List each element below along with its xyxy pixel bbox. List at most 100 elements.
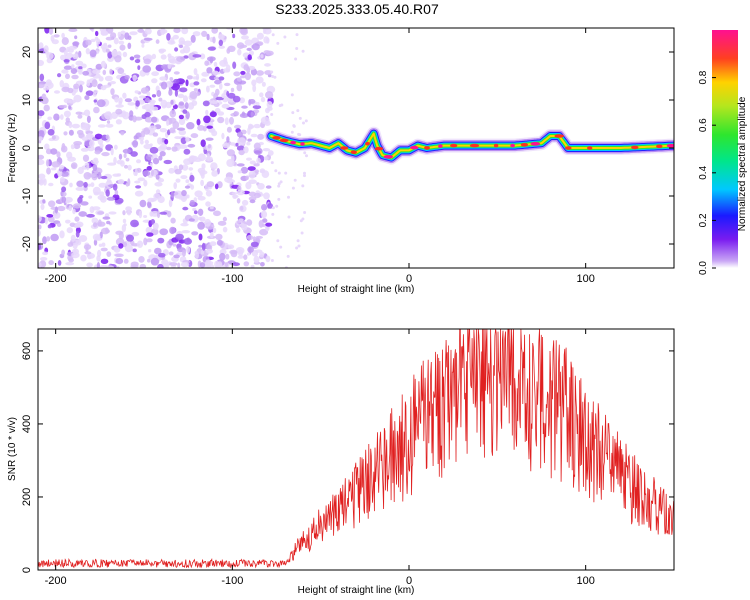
noise-speckle bbox=[43, 104, 50, 112]
noise-speckle bbox=[157, 137, 163, 145]
noise-speckle bbox=[241, 199, 249, 206]
noise-speckle bbox=[87, 183, 92, 187]
noise-speckle bbox=[147, 197, 155, 203]
noise-speckle bbox=[77, 114, 83, 119]
noise-speckle bbox=[178, 117, 186, 126]
noise-speckle bbox=[113, 246, 121, 253]
noise-speckle bbox=[226, 136, 230, 143]
noise-speckle bbox=[142, 65, 152, 73]
snr-panel: -200 -100 0 100 0 200 400 600 Height of straig… bbox=[7, 328, 675, 596]
noise-speckle bbox=[109, 81, 116, 85]
spectrogram-y-label: Frequency (Hz) bbox=[7, 114, 18, 183]
noise-speckle bbox=[180, 194, 188, 202]
noise-speckle bbox=[59, 165, 65, 170]
noise-speckle bbox=[72, 41, 80, 46]
noise-speckle bbox=[187, 143, 196, 148]
noise-speckle bbox=[164, 138, 169, 145]
noise-speckle bbox=[127, 42, 132, 49]
noise-speckle bbox=[105, 48, 110, 53]
noise-speckle bbox=[92, 222, 98, 228]
noise-speckle bbox=[226, 149, 235, 157]
noise-speckle bbox=[304, 119, 308, 123]
noise-speckle bbox=[117, 179, 125, 185]
noise-speckle bbox=[297, 244, 301, 248]
noise-speckle bbox=[248, 179, 257, 184]
noise-speckle bbox=[221, 93, 226, 99]
noise-speckle bbox=[159, 151, 166, 157]
noise-speckle bbox=[155, 174, 160, 180]
noise-speckle bbox=[200, 179, 205, 187]
noise-speckle bbox=[296, 239, 300, 243]
noise-speckle bbox=[151, 156, 154, 161]
noise-speckle bbox=[147, 200, 152, 208]
noise-speckle bbox=[250, 264, 255, 268]
noise-speckle bbox=[249, 160, 256, 165]
noise-speckle bbox=[109, 68, 113, 75]
noise-speckle bbox=[82, 70, 90, 76]
noise-speckle bbox=[38, 215, 42, 223]
noise-speckle bbox=[197, 196, 206, 201]
noise-speckle bbox=[236, 83, 243, 92]
noise-speckle bbox=[88, 195, 93, 199]
noise-speckle bbox=[206, 67, 213, 74]
noise-speckle bbox=[298, 116, 302, 120]
noise-speckle bbox=[142, 170, 151, 177]
snr-y-ticks: 0 200 400 600 bbox=[21, 342, 674, 573]
noise-speckle bbox=[214, 260, 220, 268]
noise-speckle bbox=[106, 251, 112, 257]
noise-speckle bbox=[232, 95, 241, 103]
noise-speckle bbox=[275, 204, 279, 208]
noise-speckle bbox=[130, 219, 139, 228]
noise-speckle bbox=[186, 122, 195, 130]
noise-speckle bbox=[123, 258, 129, 264]
noise-speckle bbox=[236, 145, 245, 151]
noise-speckle bbox=[148, 249, 152, 253]
colorbar-tick-label: 0.8 bbox=[698, 70, 709, 84]
noise-speckle bbox=[214, 183, 219, 190]
noise-speckle bbox=[138, 210, 143, 219]
noise-speckle bbox=[232, 61, 237, 69]
noise-speckle bbox=[232, 262, 240, 267]
noise-speckle bbox=[149, 143, 153, 147]
noise-speckle bbox=[102, 69, 107, 76]
noise-speckle bbox=[211, 99, 218, 105]
ridge-hotspot bbox=[587, 146, 593, 150]
noise-speckle bbox=[260, 96, 266, 103]
noise-speckle bbox=[171, 83, 180, 91]
noise-speckle bbox=[62, 192, 67, 197]
noise-speckle bbox=[61, 32, 65, 39]
noise-speckle bbox=[48, 260, 54, 266]
noise-speckle bbox=[290, 130, 294, 134]
noise-speckle bbox=[245, 175, 249, 181]
noise-speckle bbox=[95, 30, 99, 37]
noise-speckle bbox=[299, 219, 303, 223]
noise-speckle bbox=[247, 166, 256, 172]
noise-speckle bbox=[85, 39, 92, 46]
noise-speckle bbox=[132, 248, 137, 253]
noise-speckle bbox=[174, 89, 178, 97]
noise-speckle bbox=[86, 79, 91, 87]
noise-speckle bbox=[48, 200, 56, 208]
ridge-hotspot bbox=[656, 144, 663, 149]
noise-speckle bbox=[271, 75, 275, 78]
ridge-hotspot bbox=[340, 146, 349, 150]
noise-speckle bbox=[302, 121, 305, 125]
noise-speckle bbox=[253, 123, 261, 129]
noise-speckle bbox=[117, 67, 125, 75]
noise-speckle bbox=[108, 211, 117, 215]
noise-speckle bbox=[149, 146, 159, 154]
noise-speckle bbox=[219, 252, 226, 261]
noise-speckle bbox=[47, 129, 55, 136]
noise-speckle bbox=[300, 231, 304, 235]
noise-speckle bbox=[206, 263, 215, 268]
noise-speckle bbox=[90, 182, 95, 188]
noise-speckle bbox=[247, 127, 251, 135]
noise-speckle bbox=[271, 206, 275, 210]
noise-speckle bbox=[100, 60, 106, 68]
noise-speckle bbox=[170, 191, 175, 198]
noise-speckle bbox=[107, 162, 117, 166]
noise-speckle bbox=[303, 174, 306, 178]
noise-speckle bbox=[129, 31, 138, 36]
noise-speckle bbox=[193, 210, 198, 215]
noise-speckle bbox=[159, 211, 168, 215]
